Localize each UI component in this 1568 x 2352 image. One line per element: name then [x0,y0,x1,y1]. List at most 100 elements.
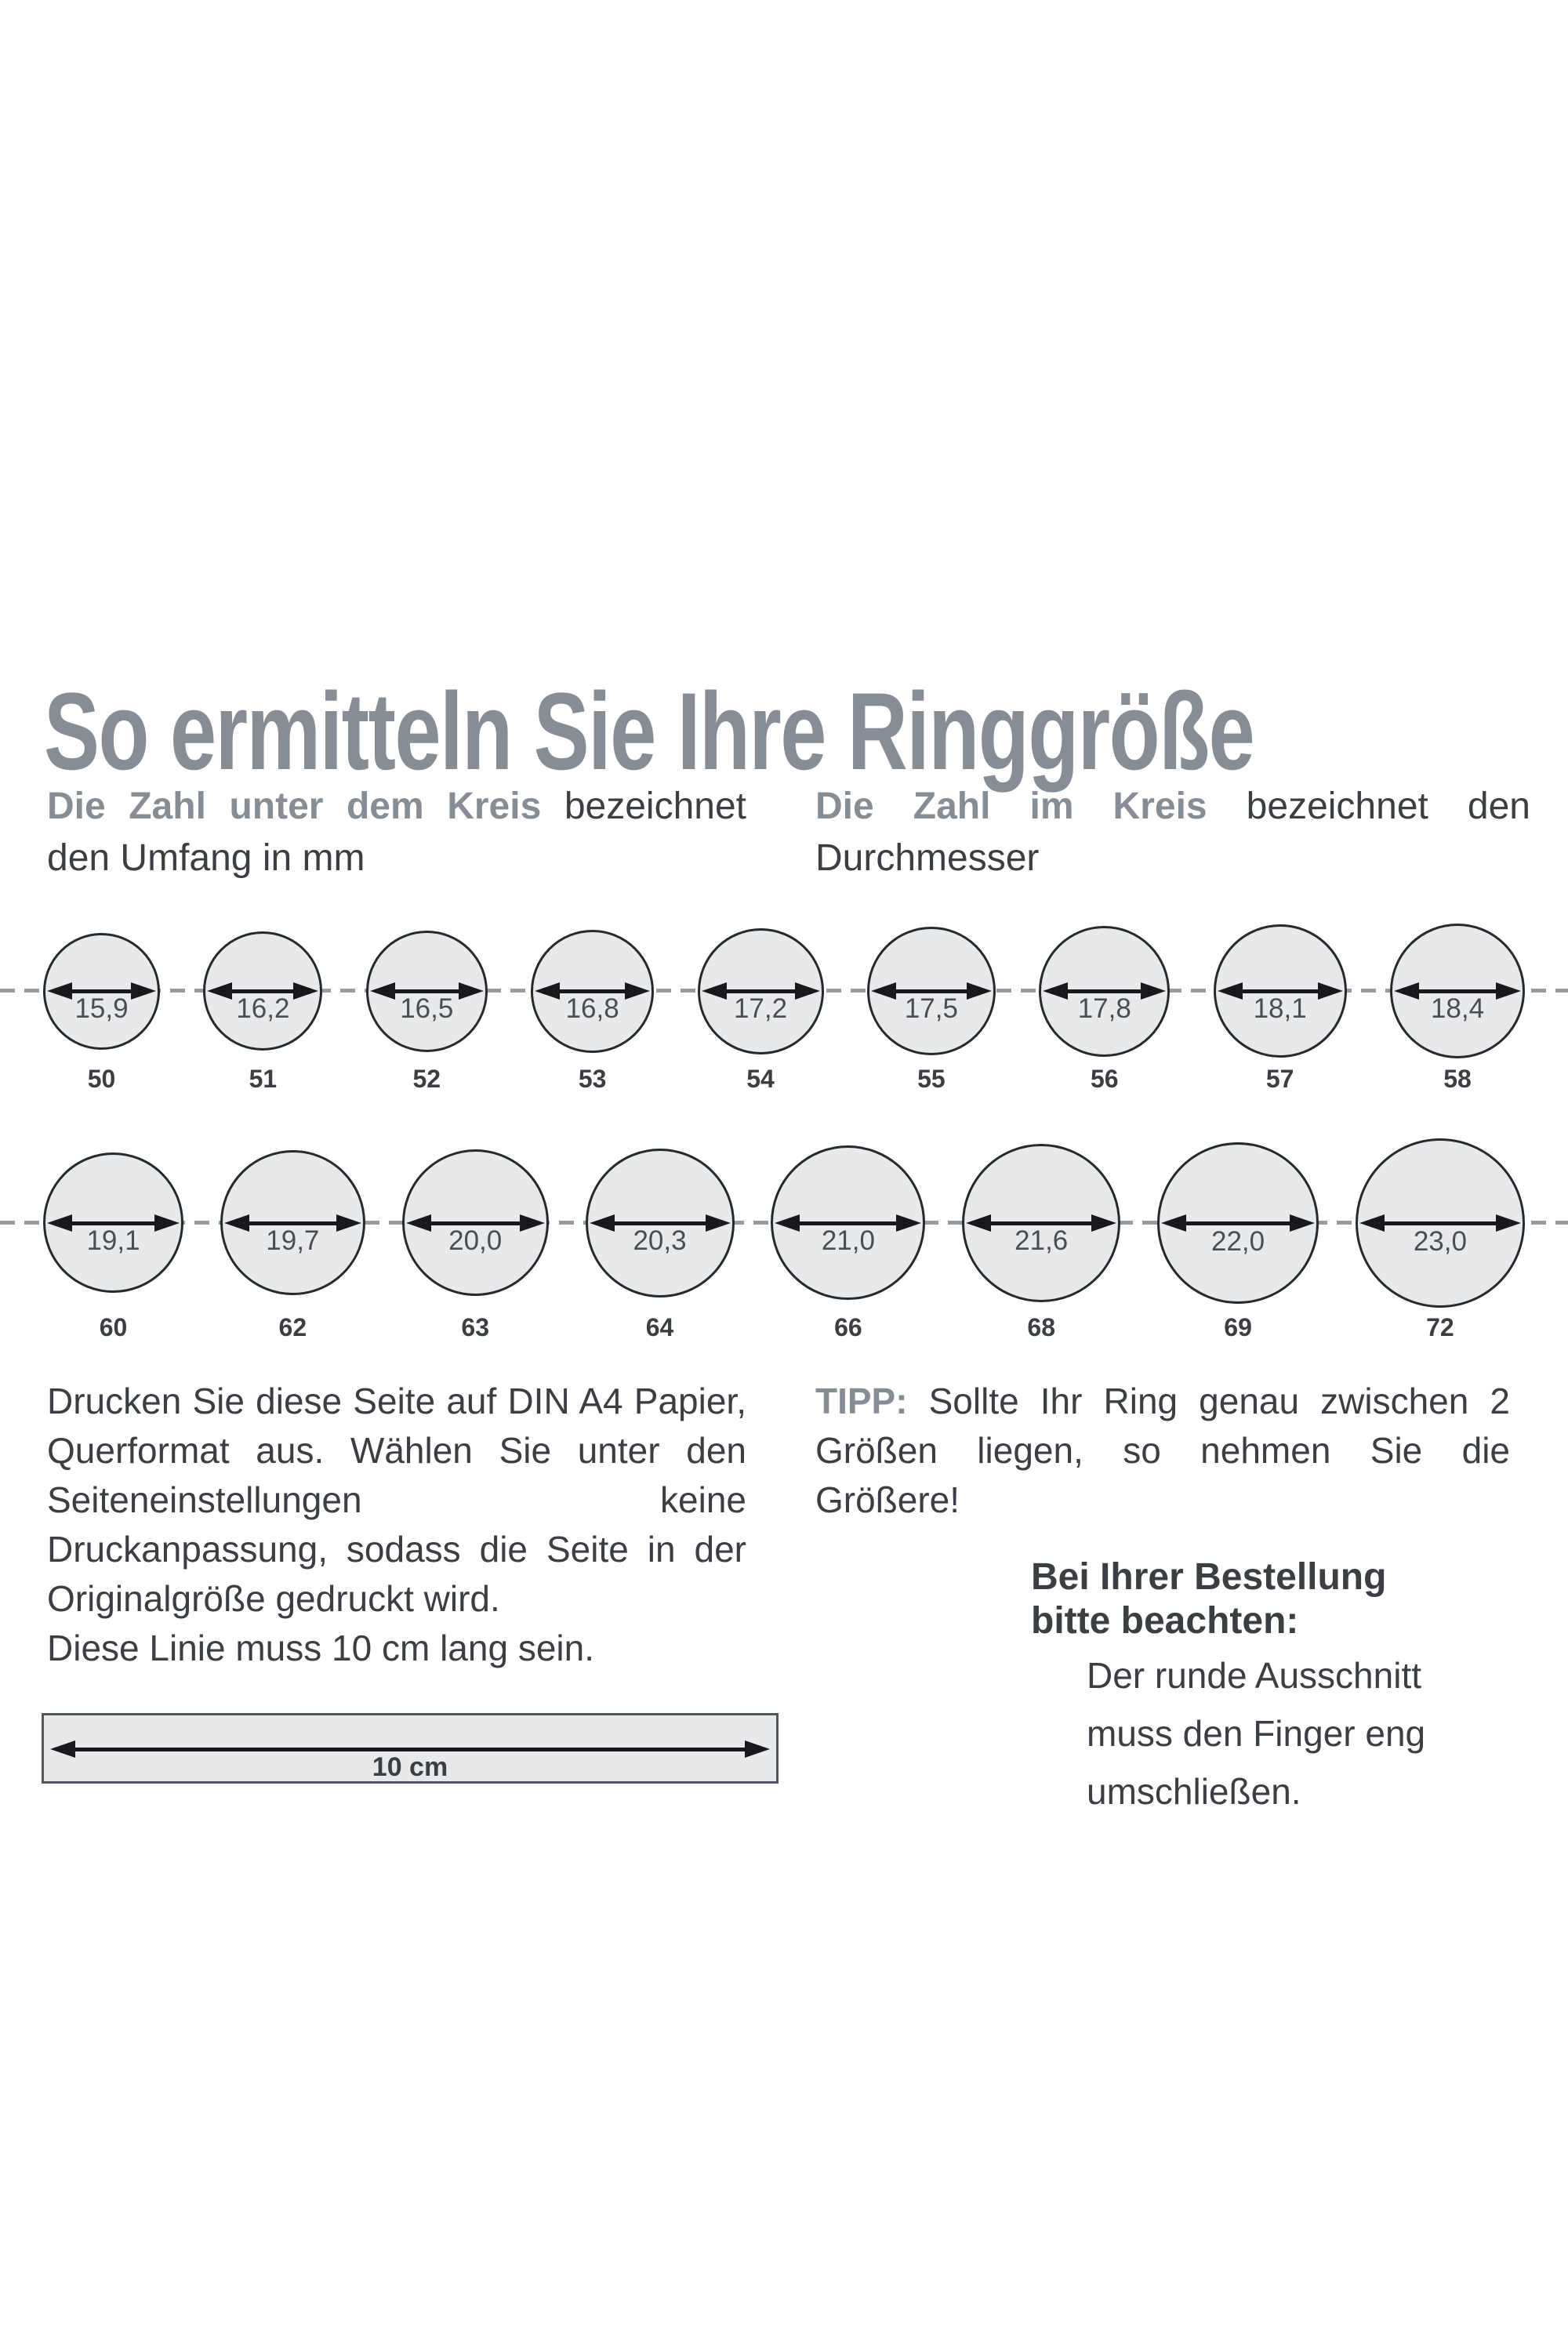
ring-diameter-label: 19,7 [266,1225,320,1257]
arrow-line [545,989,641,993]
ring-diameter-label: 23,0 [1413,1225,1467,1257]
ring-cell: 15,9 50 [43,924,160,1093]
ruler-label: 10 cm [372,1752,448,1782]
ring-diameter-label: 18,4 [1430,993,1485,1025]
arrow-head-right-icon [794,982,820,1000]
ring-cell: 20,0 63 [401,1138,549,1341]
ring-diameter-label: 16,5 [400,993,454,1024]
ring-cell: 17,2 54 [697,924,824,1093]
arrow-line [1227,989,1333,993]
ring-cell: 19,1 60 [43,1138,183,1341]
tip-text: Sollte Ihr Ring genau zwischen 2 Größen … [815,1381,1510,1520]
ring-circle: 15,9 [43,932,160,1050]
ruler-10cm: 10 cm [42,1713,779,1784]
arrow-line [60,1748,760,1751]
ring-diameter-label: 21,0 [821,1225,875,1257]
ring-circle: 17,8 [1039,925,1171,1057]
ring-circle: 20,0 [401,1149,549,1296]
tip-lead: TIPP: [815,1381,908,1421]
arrow-line [711,989,810,993]
ring-diameter-label: 17,5 [904,993,958,1025]
ring-circle: 17,2 [697,927,824,1054]
ring-diameter-label: 17,2 [733,993,788,1025]
ring-diameter-label: 16,2 [236,993,290,1024]
ring-cell: 16,2 51 [203,924,323,1093]
ring-size-label: 53 [578,1065,607,1093]
ring-size-label: 66 [834,1313,862,1341]
line-length-note: Diese Linie muss 10 cm lang sein. [47,1628,594,1668]
ring-size-label: 63 [461,1313,489,1341]
ring-size-label: 58 [1443,1065,1472,1093]
ring-cell: 17,5 55 [866,924,996,1093]
arrow-head-right-icon [336,1214,361,1232]
ring-row-2: 19,1 60 19,7 62 20,0 63 20,3 64 21,0 66 21,6 68 22,0… [43,1138,1525,1341]
ring-diameter-label: 22,0 [1211,1225,1265,1257]
intro-circumference-lead: Die Zahl unter dem Kreis [47,786,542,827]
arrow-head-right-icon [705,1214,731,1232]
arrow-line [217,989,309,993]
ring-size-label: 69 [1224,1313,1252,1341]
ring-cell: 16,8 53 [531,924,655,1093]
arrow-head-right-icon [1495,1214,1521,1232]
arrow-line [1369,1221,1511,1225]
ring-circle: 16,5 [365,930,488,1052]
ring-circle: 21,0 [771,1145,926,1300]
arrow-line [880,989,982,993]
arrow-line [57,1221,169,1225]
ring-circle: 17,5 [866,927,996,1055]
ring-size-label: 52 [412,1065,441,1093]
arrow-head-right-icon [1141,982,1167,1000]
ring-size-label: 60 [99,1313,128,1341]
intro-circumference: Die Zahl unter dem Kreis bezeichnet den … [47,781,746,884]
arrow-head-right-icon [1091,1214,1117,1232]
ring-cell: 17,8 56 [1039,924,1171,1093]
ring-cell: 19,7 62 [220,1138,365,1341]
ring-size-label: 64 [645,1313,674,1341]
intro-diameter-lead: Die Zahl im Kreis [815,786,1207,827]
arrow-line [1171,1221,1305,1225]
ring-size-label: 56 [1090,1065,1119,1093]
ring-circle: 21,6 [962,1143,1121,1302]
arrow-line [379,989,474,993]
arrow-line [416,1221,535,1225]
arrow-head-right-icon [1317,982,1343,1000]
ring-size-label: 50 [87,1065,116,1093]
ring-cell: 18,4 58 [1390,924,1525,1093]
ring-diameter-label: 17,8 [1077,993,1131,1025]
arrow-head-right-icon [1290,1214,1316,1232]
ring-diameter-label: 18,1 [1253,993,1307,1025]
ring-diameter-label: 15,9 [74,993,129,1024]
ring-cell: 23,0 72 [1355,1138,1525,1341]
order-note-heading: Bei Ihrer Bestellung bitte beachten: [1031,1556,1387,1642]
ring-cell: 18,1 57 [1213,924,1347,1093]
ring-circle: 18,4 [1390,924,1525,1058]
ring-circle: 16,2 [203,931,323,1051]
arrow-head-right-icon [625,982,651,1000]
ring-cell: 21,6 68 [962,1138,1121,1341]
ring-size-label: 72 [1426,1313,1454,1341]
tip-note: TIPP: Sollte Ihr Ring genau zwischen 2 G… [815,1377,1510,1525]
arrow-head-right-icon [1496,982,1521,1000]
print-instructions-text: Drucken Sie diese Seite auf DIN A4 Papie… [47,1381,746,1619]
arrow-line [57,989,146,993]
intro-circumference-text: bezeichnet den Umfang in mm [47,786,746,879]
ring-circle: 19,7 [220,1150,365,1295]
arrow-line [599,1221,720,1225]
ring-size-label: 51 [249,1065,278,1093]
ring-size-label: 57 [1265,1065,1294,1093]
ring-row-1: 15,9 50 16,2 51 16,5 52 16,8 53 17,2 54 17,5 55 17,8… [43,924,1525,1093]
arrow-head-right-icon [966,982,992,1000]
order-note-body: Der runde Ausschnitt muss den Finger eng… [1087,1655,1426,1812]
print-instructions: Drucken Sie diese Seite auf DIN A4 Papie… [47,1377,746,1673]
ring-diameter-label: 20,0 [448,1225,503,1257]
arrow-head-right-icon [131,982,156,1000]
ring-cell: 21,0 66 [771,1138,926,1341]
arrow-head-right-icon [519,1214,545,1232]
ring-circle: 23,0 [1355,1138,1525,1308]
arrow-head-right-icon [293,982,319,1000]
page-title: So ermitteln Sie Ihre Ringgröße [44,670,1255,793]
ring-cell: 20,3 64 [585,1138,735,1341]
ring-circle: 18,1 [1213,924,1347,1058]
arrow-head-right-icon [154,1214,180,1232]
